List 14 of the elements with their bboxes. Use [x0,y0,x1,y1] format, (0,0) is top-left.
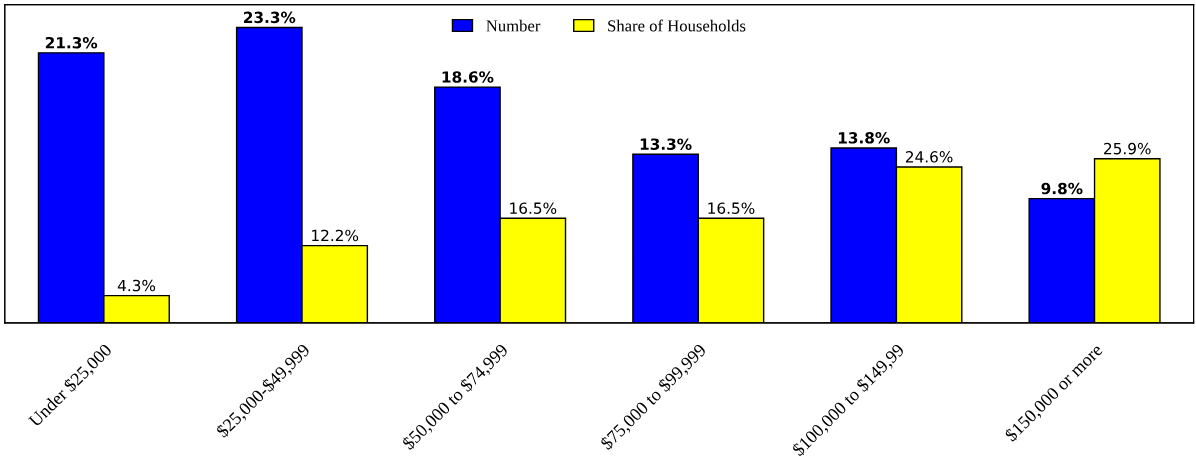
data-label: 13.3% [640,138,692,150]
data-label: 16.5% [510,202,557,214]
data-label: 16.5% [708,202,755,214]
data-label: 21.3% [45,36,98,49]
data-label: 9.8% [1041,182,1083,195]
data-label: 24.6% [905,151,953,163]
data-label: 23.3% [244,11,296,24]
data-label: 12.2% [312,229,359,242]
legend-label: Share of Households [608,19,746,32]
data-label: 4.3% [117,279,156,292]
data-label: 25.9% [1104,142,1151,155]
data-label: 13.8% [838,132,890,144]
data-label: 18.6% [442,71,494,83]
legend-label: Number [486,19,541,32]
